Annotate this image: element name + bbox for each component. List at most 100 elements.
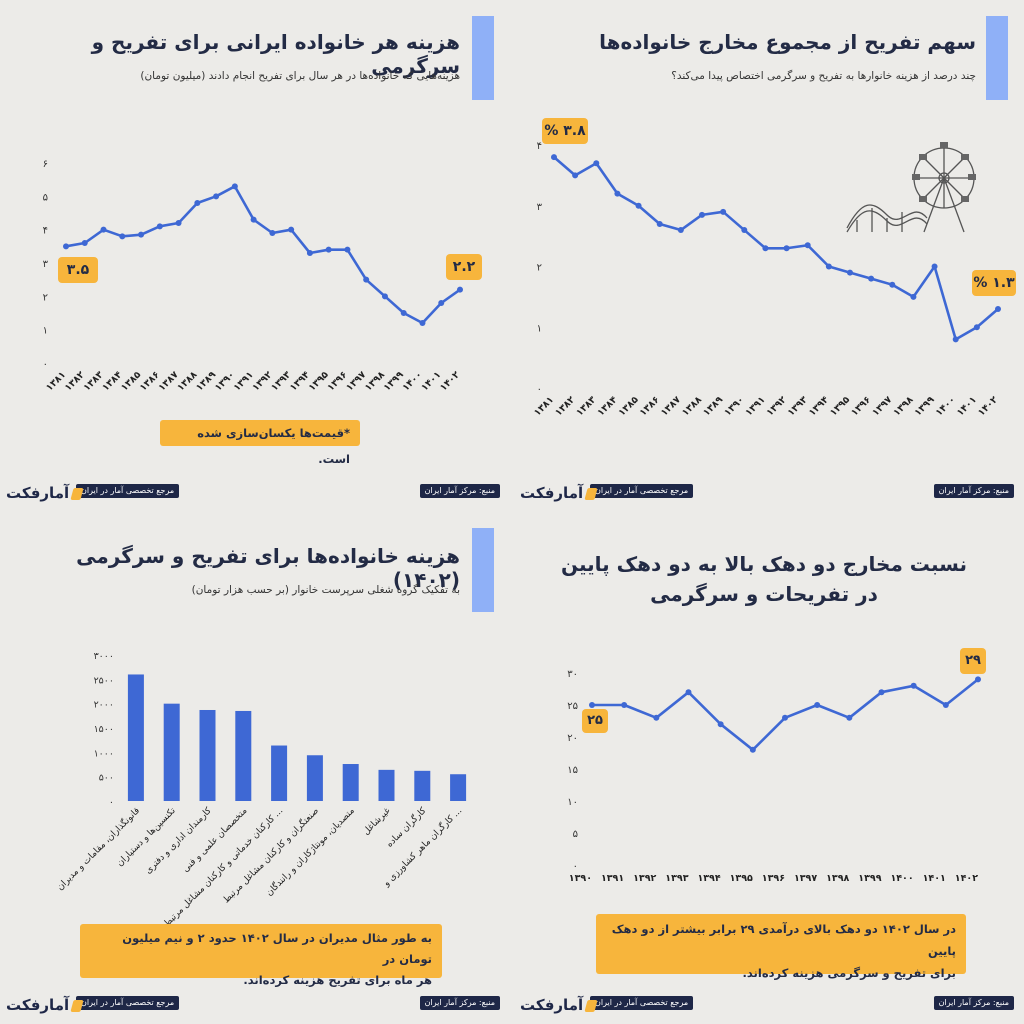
category-label: کارمندان اداری و دفتری [144,806,215,877]
category-label: کارکنان خدماتی و کارکنان مشاغل مرتبط با … [156,806,285,935]
x-tick-label: ۱۳۸۱ [44,369,68,393]
ferris-wheel-icon [846,142,976,233]
data-point [325,246,332,253]
logo-mark-icon [584,999,598,1012]
y-tick-label: ۴ [43,226,48,237]
x-tick-label: ۱۳۹۲ [765,394,789,418]
x-tick-label: ۱۳۹۰ [213,369,237,393]
x-tick-label: ۱۳۸۶ [638,394,662,418]
data-point [910,682,917,689]
data-point [910,293,917,300]
brand-logo: آمارفکت [520,484,598,502]
x-tick-label: ۱۳۹۳ [786,394,810,418]
x-tick-label: ۱۴۰۰ [890,873,913,884]
data-point [783,245,790,252]
callout-last-value: ۲۹ [960,648,986,674]
y-tick-label: ۵ [43,192,48,203]
x-tick-label: ۱۳۹۶ [849,394,873,418]
x-tick-label: ۱۴۰۱ [955,394,979,418]
callout-last-value: ۲.۲ [446,254,482,280]
y-tick-label: ۳۰۰۰ [94,651,114,662]
brand-tag: مرجع تخصصی آمار در ایران [590,484,694,498]
x-tick-label: ۱۳۹۳ [665,873,688,884]
brand-tag: مرجع تخصصی آمار در ایران [76,484,180,498]
data-point [847,269,853,276]
panel-title-line1: نسبت مخارج دو دهک بالا به دو دهک پایین [561,552,967,576]
x-tick-label: ۱۳۸۴ [595,394,619,418]
title-accent-bar [986,16,1008,100]
panel-subtitle: به تفکیک گروه شغلی سرپرست خانوار (بر حسب… [191,584,460,596]
data-point [175,220,182,226]
data-point [457,286,463,293]
data-point [194,200,201,206]
y-tick-label: ۱۵ [567,765,578,776]
x-tick-label: ۱۳۸۳ [81,369,105,393]
footnote: *قیمت‌ها یکسان‌سازی شده است. [160,420,360,466]
logo-text: آمارفکت [6,484,70,502]
panel-title: سهم تفریح از مجموع مخارج خانواده‌ها [599,30,976,54]
x-tick-label: ۱۳۸۵ [617,394,641,418]
data-point [995,306,1001,313]
data-point [363,276,370,283]
data-point [589,702,595,708]
panel-ratio: نسبت مخارج دو دهک بالا به دو دهک پایین د… [512,512,1024,1024]
x-tick-label: ۱۳۹۴ [697,873,720,884]
y-tick-label: ۲۰۰۰ [94,700,114,711]
x-tick-label: ۱۳۸۷ [659,394,683,418]
data-point [231,183,238,190]
y-tick-label: ۱۵۰۰ [94,724,114,735]
bar [306,755,323,801]
x-tick-label: ۱۳۸۷ [157,369,181,393]
x-tick-label: ۱۳۸۸ [680,394,704,418]
x-tick-label: ۱۳۹۲ [250,369,274,393]
y-tick-label: ۱ [537,323,542,334]
x-tick-label: ۱۳۹۷ [870,394,894,418]
data-point [975,676,981,683]
brand-tag: مرجع تخصصی آمار در ایران [590,996,694,1010]
data-point [635,202,642,209]
data-point [381,293,388,300]
x-tick-label: ۱۳۹۳ [269,369,293,393]
source-badge: منبع: مرکز آمار ایران [933,996,1014,1010]
bar [235,710,252,801]
data-point [685,689,692,696]
brand-logo: آمارفکت [520,996,598,1014]
y-tick-label: ۰ [537,384,542,395]
x-tick-label: ۱۴۰۲ [976,394,1000,418]
callout-first-value: ۳.۵ [58,257,98,283]
x-tick-label: ۱۳۸۹ [194,369,218,393]
bar [450,774,467,801]
share-line-chart: ۰ ۱ ۲ ۳ ۴ ۱۳۸۱۱۳۸۲۱۳۸۳۱۳۸۴۱۳۸۵۱۳۸۶۱۳۸۷۱۳۸۸۱۳۸… [532,141,1001,419]
x-tick-label: ۱۳۹۰ [569,873,592,884]
data-point [814,702,821,708]
summary-note: در سال ۱۴۰۲ دو دهک بالای درآمدی ۲۹ برابر… [596,914,966,980]
x-tick-label: ۱۴۰۲ [955,873,978,884]
y-tick-label: ۲ [537,263,542,274]
data-point [344,246,351,253]
x-tick-label: ۱۴۰۱ [923,873,946,884]
data-point [878,689,885,696]
data-point [213,193,220,200]
logo-mark-icon [70,487,84,500]
x-tick-label: ۱۳۸۶ [138,369,162,393]
data-point [100,226,107,233]
logo-mark-icon [584,487,598,500]
data-point [868,275,875,282]
data-point [614,190,621,197]
bar [163,703,180,801]
summary-note-line2: برای تفریح و سرگرمی هزینه کرده‌اند. [742,966,956,980]
data-point [288,226,295,233]
y-tick-label: ۳ [537,202,543,213]
source-badge: منبع: مرکز آمار ایران [419,996,500,1010]
data-point [656,220,663,227]
x-tick-label: ۱۳۹۶ [762,873,785,884]
x-tick-label: ۱۳۹۹ [382,369,406,393]
data-point [269,230,276,236]
data-point [250,216,257,223]
data-point [81,240,88,246]
data-point [782,714,788,721]
series-line [553,156,999,341]
x-tick-label: ۱۳۹۰ [722,394,746,418]
source-badge: منبع: مرکز آمار ایران [419,484,500,498]
